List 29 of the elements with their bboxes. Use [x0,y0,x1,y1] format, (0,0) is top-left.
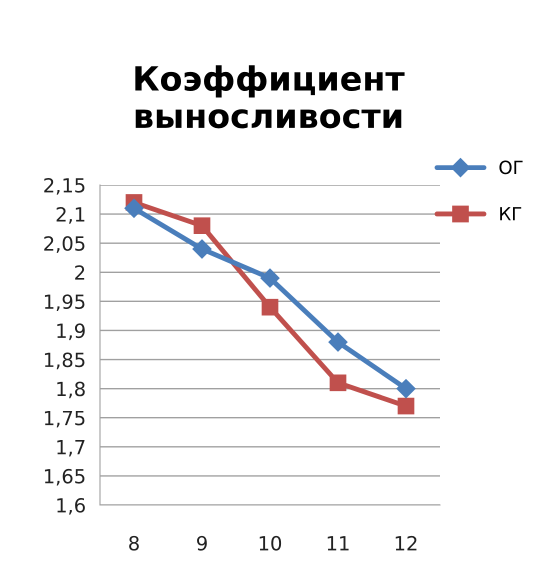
point [328,332,348,352]
legend-label: ОГ [499,160,523,174]
x-tick-label: 8 [129,536,139,551]
point [396,379,416,398]
y-tick-label: 2,05 [44,236,84,253]
y-tick-label: 1,95 [44,294,84,312]
legend-label: КГ [500,207,522,220]
y-tick-label: 1,85 [44,352,84,370]
y-tick-label: 2,15 [44,178,84,195]
x-tick-label: 11 [328,536,349,550]
y-tick-label: 1,75 [44,410,84,428]
point [262,298,278,316]
y-tick-label: 1,65 [44,468,84,486]
point [398,398,414,414]
y-tick-label: 2 [75,265,84,280]
point [124,198,144,218]
point [260,268,280,288]
y-tick-label: 1,9 [57,323,85,340]
x-tick-label: 12 [396,536,416,550]
y-tick-label: 1,8 [57,382,85,398]
y-tick-label: 1,7 [57,440,84,456]
point [194,217,210,234]
point [330,374,346,392]
x-tick-label: 10 [260,536,282,551]
y-tick-label: 2,1 [56,207,84,224]
chart-title: Коэффициент выносливости [135,65,405,128]
x-tick-label: 9 [197,536,207,551]
point [192,239,212,259]
y-tick-label: 1,6 [57,498,85,515]
